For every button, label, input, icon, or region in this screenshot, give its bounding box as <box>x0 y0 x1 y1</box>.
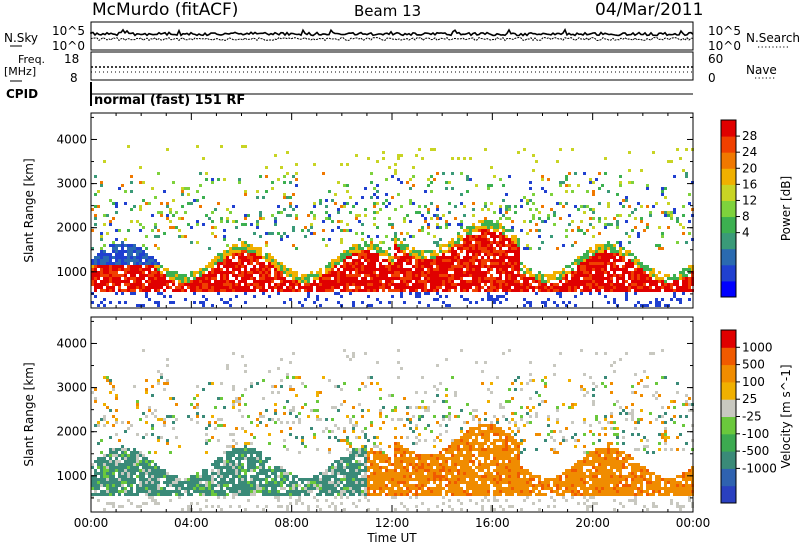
noise-traces <box>90 28 694 42</box>
colorbar-swatch <box>721 184 736 201</box>
freq-label-line2: [MHz] <box>4 65 37 78</box>
colorbar-tick-label: 8 <box>742 210 750 224</box>
colorbar-swatch <box>721 347 736 366</box>
colorbar-tick-label: 28 <box>742 129 757 143</box>
cpid-label: CPID <box>6 87 39 101</box>
colorbar-tick-label: 24 <box>742 145 757 159</box>
y-tick-label: 4000 <box>56 336 87 350</box>
power-colorbar: 28 24 20 16 12 8 4 Power [dB] <box>720 119 793 298</box>
y-tick-label: 1000 <box>56 265 87 279</box>
freq-traces <box>91 66 693 73</box>
colorbar-swatch <box>721 232 736 250</box>
freq-left-tick-bottom: 8 <box>70 71 78 85</box>
y-tick-label: 1000 <box>56 469 87 483</box>
y-axis-label: Slant Range [km] <box>22 362 36 466</box>
colorbar-swatch <box>721 433 736 452</box>
colorbar-tick-label: -500 <box>742 444 769 458</box>
colorbar-tick-label: 500 <box>742 358 765 372</box>
freq-label-line1: Freq. <box>18 53 46 66</box>
noise-right-tick-top: 10^5 <box>708 24 741 38</box>
cpid-text: normal (fast) 151 RF <box>94 93 246 108</box>
colorbar-tick-label: 4 <box>742 226 750 240</box>
scatter-field <box>91 349 694 511</box>
colorbar-swatch <box>721 416 736 435</box>
colorbar-swatch <box>721 136 736 153</box>
colorbar-swatch <box>721 248 736 266</box>
x-tick-label: 16:00 <box>475 516 510 530</box>
colorbar-swatch <box>721 216 736 234</box>
x-tick-label: 00:00 <box>74 516 109 530</box>
colorbar-label: Power [dB] <box>779 176 793 241</box>
scatter-field <box>91 145 694 307</box>
noise-left-tick-bottom: 10^0 <box>52 39 85 53</box>
noise-left-label: N.Sky <box>4 31 39 45</box>
x-tick-label: 20:00 <box>575 516 610 530</box>
nave-right-tick-bottom: 0 <box>708 71 716 85</box>
noise-right-label: N.Search <box>746 31 800 45</box>
x-tick-label: 04:00 <box>174 516 209 530</box>
colorbar-swatch <box>721 451 736 469</box>
y-tick-label: 3000 <box>56 381 87 395</box>
noise-panel-frame <box>90 21 694 51</box>
x-tick-label: 08:00 <box>274 516 309 530</box>
colorbar-swatch <box>721 468 736 487</box>
colorbar-swatch <box>721 364 736 383</box>
colorbar-swatch <box>721 381 736 400</box>
nave-label: Nave <box>746 63 777 77</box>
y-tick-label: 2000 <box>56 221 87 235</box>
colorbar-tick-label: 12 <box>742 193 757 207</box>
noise-left-tick-top: 10^5 <box>52 24 85 38</box>
freq-panel-frame <box>90 51 694 81</box>
y-axis-label: Slant Range [km] <box>22 158 36 262</box>
colorbar-tick-label: 25 <box>742 392 757 406</box>
noise-search-trace <box>90 36 693 42</box>
colorbar-swatch <box>721 264 736 282</box>
x-tick-label: 00:00 <box>676 516 711 530</box>
velocity-colorbar: 1000 500 100 25 -25 -100 -500 -1000 Velocity [m … <box>720 329 793 504</box>
colorbar-frame <box>720 119 737 298</box>
colorbar-swatch <box>721 280 736 298</box>
y-tick-label: 2000 <box>56 425 87 439</box>
colorbar-swatch <box>721 200 736 218</box>
freq-left-tick-top: 18 <box>64 52 80 66</box>
y-tick-label: 4000 <box>56 132 87 146</box>
power-panel: 1000 2000 3000 4000 Slant Range [km] <box>22 112 694 309</box>
colorbar-tick-label: 100 <box>742 375 765 389</box>
noise-sky-trace <box>90 28 694 37</box>
colorbar-swatch <box>721 168 736 185</box>
colorbar-tick-label: 1000 <box>742 340 773 354</box>
station-title: McMurdo (fitACF) <box>92 0 239 20</box>
y-tick-label: 3000 <box>56 177 87 191</box>
date-title: 04/Mar/2011 <box>595 0 704 20</box>
beam-title: Beam 13 <box>354 2 422 20</box>
nave-right-tick-top: 60 <box>708 52 724 66</box>
colorbar-swatch <box>721 485 736 504</box>
noise-right-tick-bottom: 10^0 <box>708 39 741 53</box>
colorbar-tick-label: -100 <box>742 427 769 441</box>
x-axis-label: Time UT <box>366 531 417 545</box>
colorbar-swatch <box>721 330 736 348</box>
colorbar-tick-label: 16 <box>742 177 757 191</box>
colorbar-tick-label: 20 <box>742 161 757 175</box>
x-tick-label: 12:00 <box>375 516 410 530</box>
colorbar-tick-label: -25 <box>742 410 762 424</box>
colorbar-swatch <box>721 120 736 137</box>
colorbar-tick-label: -1000 <box>742 461 777 475</box>
colorbar-swatch <box>721 152 736 169</box>
colorbar-label: Velocity [m s^-1] <box>779 364 793 468</box>
velocity-panel: 1000 2000 3000 4000 00:00 04:00 08:00 12:00 16:0… <box>22 316 711 545</box>
colorbar-swatch <box>721 399 736 417</box>
